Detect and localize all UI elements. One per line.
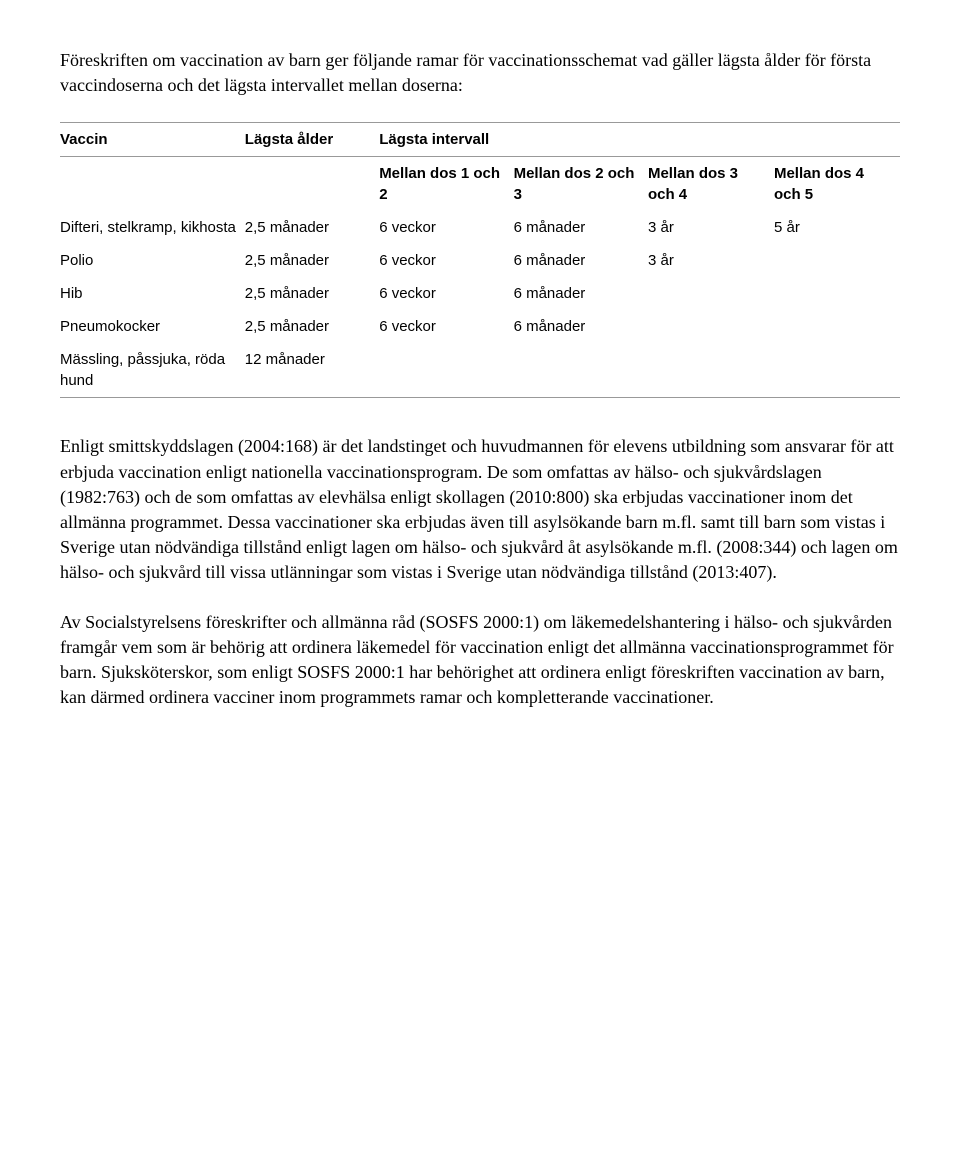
vaccination-table-wrap: Vaccin Lägsta ålder Lägsta intervall Mel…: [60, 122, 900, 398]
cell-i2: 6 månader: [514, 211, 648, 244]
cell-i1: [379, 343, 513, 398]
cell-age: 2,5 månader: [245, 244, 379, 277]
table-row: Mässling, påssjuka, röda hund 12 månader: [60, 343, 900, 398]
cell-i4: [774, 244, 900, 277]
cell-i4: [774, 343, 900, 398]
cell-i3: [648, 310, 774, 343]
cell-i2: 6 månader: [514, 244, 648, 277]
subheader-i4: Mellan dos 4 och 5: [774, 157, 900, 212]
col-header-vaccin: Vaccin: [60, 123, 245, 157]
subheader-i1: Mellan dos 1 och 2: [379, 157, 513, 212]
cell-i1: 6 veckor: [379, 277, 513, 310]
col-header-age: Lägsta ålder: [245, 123, 379, 157]
cell-i4: [774, 310, 900, 343]
cell-vaccin: Polio: [60, 244, 245, 277]
intro-paragraph: Föreskriften om vaccination av barn ger …: [60, 48, 900, 98]
cell-i1: 6 veckor: [379, 211, 513, 244]
cell-vaccin: Difteri, stelkramp, kikhosta: [60, 211, 245, 244]
cell-vaccin: Pneumokocker: [60, 310, 245, 343]
cell-i1: 6 veckor: [379, 244, 513, 277]
col-header-intervall: Lägsta intervall: [379, 123, 900, 157]
vaccination-table: Vaccin Lägsta ålder Lägsta intervall Mel…: [60, 122, 900, 398]
table-row: Difteri, stelkramp, kikhosta 2,5 månader…: [60, 211, 900, 244]
table-row: Polio 2,5 månader 6 veckor 6 månader 3 å…: [60, 244, 900, 277]
table-row: Pneumokocker 2,5 månader 6 veckor 6 måna…: [60, 310, 900, 343]
cell-i4: [774, 277, 900, 310]
table-header-row-1: Vaccin Lägsta ålder Lägsta intervall: [60, 123, 900, 157]
body-paragraph-2: Av Socialstyrelsens föreskrifter och all…: [60, 610, 900, 711]
cell-i2: 6 månader: [514, 310, 648, 343]
cell-vaccin: Mässling, påssjuka, röda hund: [60, 343, 245, 398]
cell-i2: [514, 343, 648, 398]
subheader-empty-1: [60, 157, 245, 212]
cell-vaccin: Hib: [60, 277, 245, 310]
cell-i4: 5 år: [774, 211, 900, 244]
cell-age: 2,5 månader: [245, 211, 379, 244]
cell-age: 2,5 månader: [245, 277, 379, 310]
cell-age: 2,5 månader: [245, 310, 379, 343]
cell-i2: 6 månader: [514, 277, 648, 310]
cell-i3: 3 år: [648, 244, 774, 277]
cell-age: 12 månader: [245, 343, 379, 398]
subheader-i3: Mellan dos 3 och 4: [648, 157, 774, 212]
subheader-empty-2: [245, 157, 379, 212]
cell-i3: 3 år: [648, 211, 774, 244]
table-header-row-2: Mellan dos 1 och 2 Mellan dos 2 och 3 Me…: [60, 157, 900, 212]
cell-i3: [648, 277, 774, 310]
body-paragraph-1: Enligt smittskyddslagen (2004:168) är de…: [60, 434, 900, 585]
table-row: Hib 2,5 månader 6 veckor 6 månader: [60, 277, 900, 310]
cell-i1: 6 veckor: [379, 310, 513, 343]
subheader-i2: Mellan dos 2 och 3: [514, 157, 648, 212]
cell-i3: [648, 343, 774, 398]
